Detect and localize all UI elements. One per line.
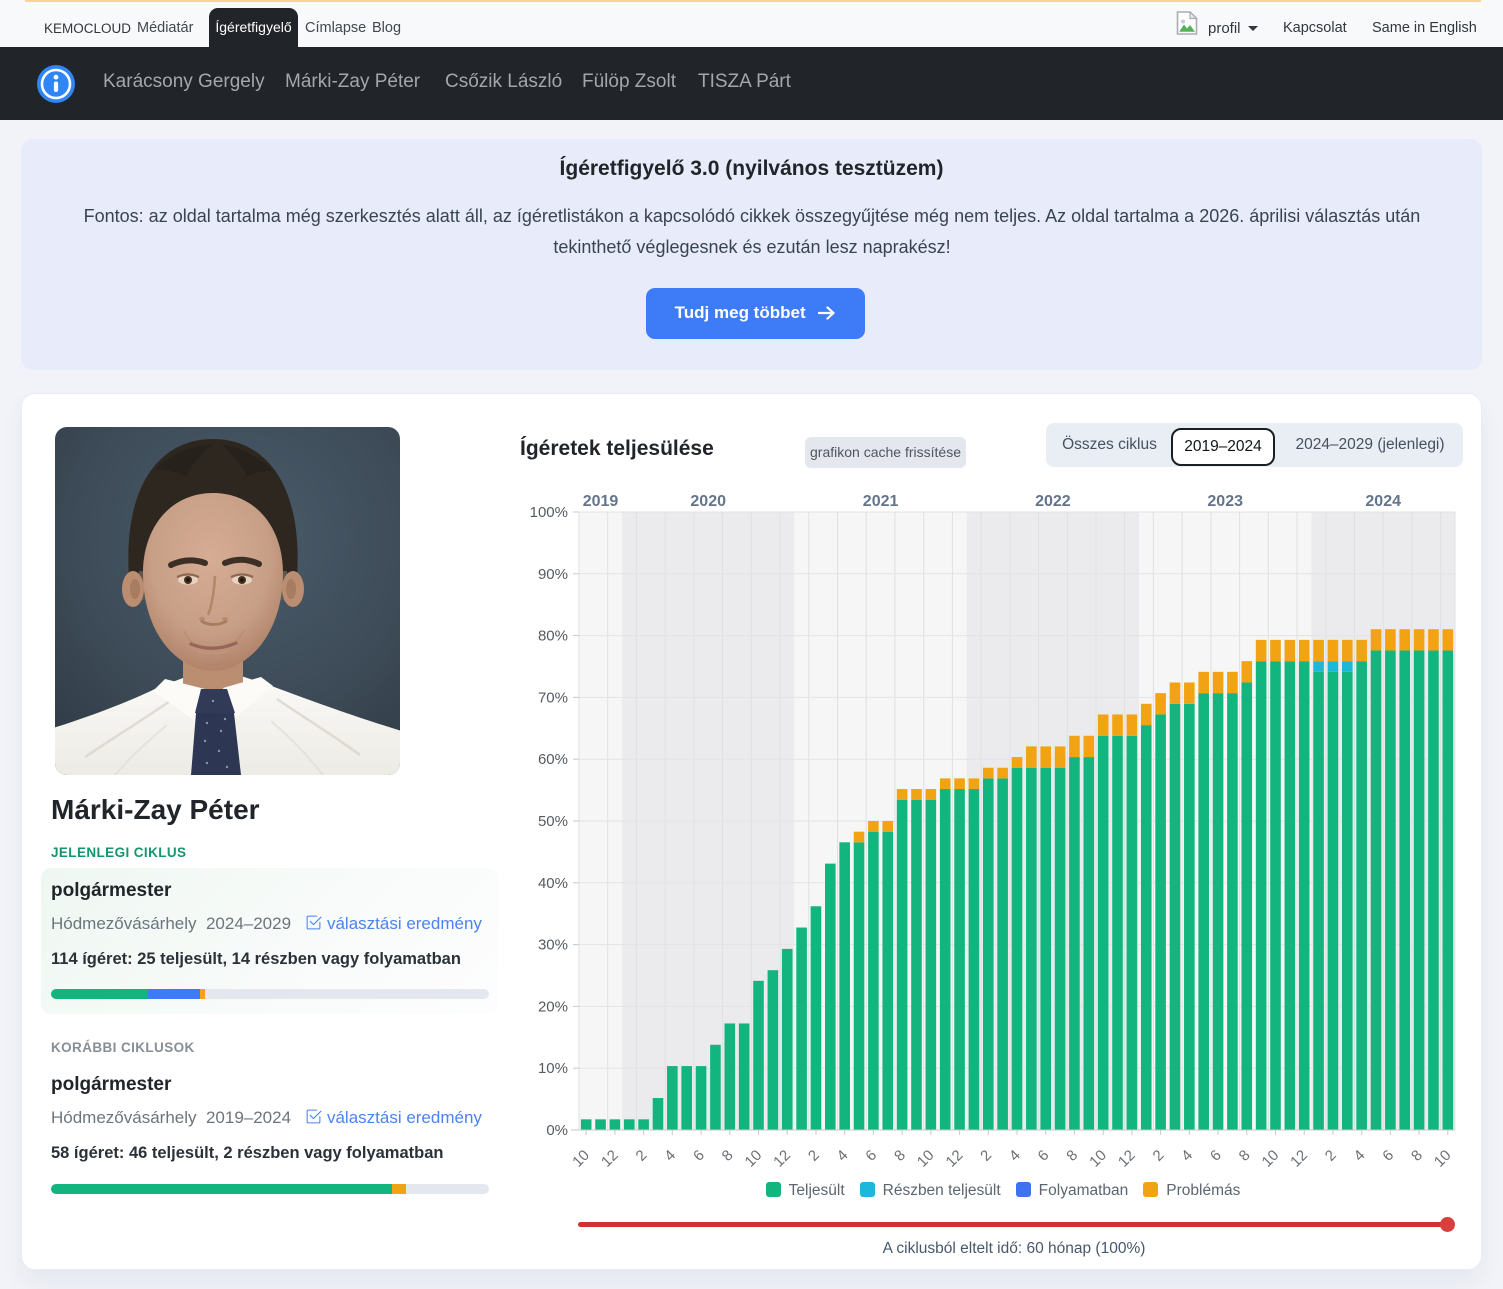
svg-text:100%: 100% (530, 504, 568, 521)
svg-text:30%: 30% (538, 937, 568, 954)
svg-text:12: 12 (943, 1147, 967, 1170)
svg-text:2: 2 (1150, 1147, 1168, 1165)
svg-text:2: 2 (633, 1147, 651, 1165)
svg-text:0%: 0% (546, 1122, 568, 1139)
svg-text:2: 2 (977, 1147, 995, 1165)
svg-text:4: 4 (834, 1147, 852, 1165)
svg-text:80%: 80% (538, 628, 568, 645)
svg-text:4: 4 (661, 1147, 679, 1165)
svg-text:10: 10 (914, 1147, 938, 1170)
svg-text:8: 8 (891, 1147, 909, 1165)
svg-text:50%: 50% (538, 813, 568, 830)
svg-text:6: 6 (862, 1147, 880, 1165)
svg-text:2: 2 (805, 1147, 823, 1165)
svg-text:10: 10 (742, 1147, 766, 1170)
svg-text:4: 4 (1351, 1147, 1369, 1165)
svg-text:8: 8 (1063, 1147, 1081, 1165)
svg-text:12: 12 (1115, 1147, 1139, 1170)
svg-text:6: 6 (1379, 1147, 1397, 1165)
svg-text:20%: 20% (538, 998, 568, 1015)
svg-text:8: 8 (1408, 1147, 1426, 1165)
svg-text:12: 12 (1287, 1147, 1311, 1170)
svg-text:6: 6 (1035, 1147, 1053, 1165)
svg-text:4: 4 (1006, 1147, 1024, 1165)
svg-text:2019: 2019 (583, 493, 619, 510)
svg-text:2020: 2020 (690, 493, 726, 510)
svg-text:10: 10 (569, 1147, 593, 1170)
svg-text:2022: 2022 (1035, 493, 1071, 510)
svg-text:10: 10 (1086, 1147, 1110, 1170)
svg-text:6: 6 (1207, 1147, 1225, 1165)
svg-text:2021: 2021 (863, 493, 899, 510)
svg-text:10: 10 (1259, 1147, 1283, 1170)
svg-text:2: 2 (1322, 1147, 1340, 1165)
svg-text:12: 12 (770, 1147, 794, 1170)
svg-text:70%: 70% (538, 689, 568, 706)
svg-text:10: 10 (1431, 1147, 1455, 1170)
svg-text:12: 12 (598, 1147, 622, 1170)
svg-text:6: 6 (690, 1147, 708, 1165)
svg-text:10%: 10% (538, 1060, 568, 1077)
svg-text:4: 4 (1178, 1147, 1196, 1165)
svg-text:90%: 90% (538, 566, 568, 583)
svg-text:60%: 60% (538, 751, 568, 768)
svg-text:2023: 2023 (1207, 493, 1243, 510)
svg-text:8: 8 (719, 1147, 737, 1165)
svg-text:2024: 2024 (1365, 493, 1401, 510)
svg-text:40%: 40% (538, 875, 568, 892)
svg-text:8: 8 (1236, 1147, 1254, 1165)
